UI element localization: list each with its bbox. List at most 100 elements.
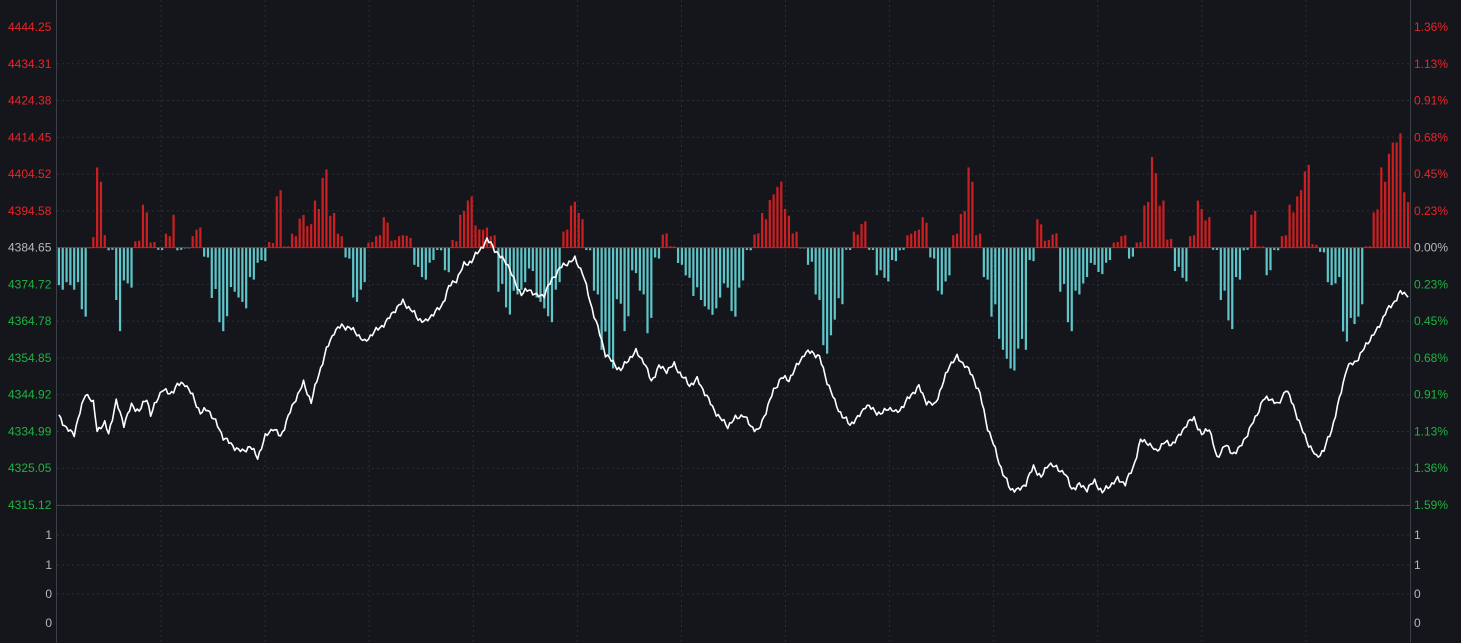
- left-tick-label: 4344.92: [8, 388, 52, 402]
- down-bar: [210, 247, 213, 298]
- up-bar: [271, 243, 275, 248]
- down-bar: [1273, 247, 1276, 251]
- up-bar: [332, 213, 336, 248]
- down-bar: [936, 247, 940, 291]
- down-bar: [948, 247, 951, 276]
- down-bar: [57, 247, 61, 286]
- up-bar: [787, 215, 791, 248]
- up-bar: [96, 167, 99, 248]
- down-bar: [256, 247, 259, 263]
- down-bar: [61, 247, 64, 290]
- up-bar: [791, 233, 794, 248]
- right-tick-label: 1.59%: [1414, 498, 1448, 512]
- up-bar: [470, 196, 473, 248]
- down-bar: [585, 247, 588, 251]
- down-bar: [1212, 247, 1215, 250]
- up-bar: [910, 233, 913, 248]
- down-bar: [359, 247, 362, 290]
- up-bar: [1254, 210, 1257, 248]
- up-bar: [1051, 234, 1054, 248]
- up-bar: [1364, 246, 1368, 248]
- down-bar: [688, 247, 691, 278]
- down-bar: [1020, 247, 1024, 339]
- volume-right-tick-label: 1: [1414, 528, 1421, 542]
- up-bar: [459, 214, 462, 248]
- down-bar: [531, 247, 534, 272]
- up-bar: [306, 226, 309, 248]
- left-tick-label: 4315.12: [8, 498, 52, 512]
- up-bar: [287, 246, 290, 248]
- down-bar: [1101, 247, 1104, 275]
- down-bar: [1066, 247, 1070, 323]
- down-bar: [1269, 247, 1272, 271]
- up-bar: [1315, 244, 1318, 248]
- down-bar: [80, 247, 83, 310]
- down-bar: [428, 247, 431, 263]
- down-bar: [436, 247, 439, 251]
- down-bar: [1223, 247, 1226, 291]
- up-bar: [566, 229, 569, 248]
- up-bar: [367, 242, 370, 248]
- up-bar: [1139, 242, 1142, 248]
- down-bar: [1097, 247, 1100, 272]
- up-bar: [394, 239, 397, 248]
- up-bar: [1147, 201, 1150, 248]
- down-bar: [206, 247, 210, 258]
- up-bar: [562, 231, 565, 248]
- down-bar: [1013, 247, 1016, 371]
- up-bar: [921, 217, 924, 248]
- down-bar: [841, 247, 844, 305]
- up-bar: [313, 200, 317, 248]
- up-bar: [577, 213, 580, 248]
- down-bar: [118, 247, 122, 332]
- down-bar: [222, 247, 225, 332]
- down-bar: [1032, 247, 1035, 262]
- up-bar: [153, 242, 156, 248]
- down-bar: [1319, 247, 1322, 252]
- down-bar: [822, 247, 825, 346]
- up-bar: [925, 222, 928, 248]
- down-bar: [558, 247, 561, 283]
- up-bar: [1307, 164, 1310, 248]
- down-bar: [1001, 247, 1005, 350]
- down-bar: [1345, 247, 1349, 342]
- up-bar: [906, 235, 909, 248]
- up-bar: [92, 237, 95, 248]
- down-bar: [1089, 247, 1092, 263]
- up-bar: [856, 234, 859, 248]
- up-bar: [569, 205, 573, 248]
- down-bar: [676, 247, 680, 263]
- grid-layer: [56, 0, 1411, 643]
- down-bar: [1082, 247, 1085, 284]
- up-bar: [378, 235, 382, 248]
- down-bar: [982, 247, 985, 278]
- down-bar: [1131, 247, 1135, 257]
- down-bar: [696, 247, 699, 288]
- down-bar: [524, 247, 527, 283]
- up-bar: [138, 240, 141, 248]
- down-bar: [875, 247, 878, 276]
- up-bar: [955, 233, 959, 248]
- up-bar: [971, 181, 974, 248]
- down-bar: [719, 247, 722, 298]
- down-bar: [730, 247, 733, 312]
- up-bar: [1284, 235, 1287, 248]
- left-tick-label: 4424.38: [8, 94, 52, 108]
- right-tick-label: 0.23%: [1414, 277, 1448, 291]
- down-bar: [1219, 247, 1222, 301]
- down-bar: [424, 247, 427, 280]
- down-bar: [355, 247, 359, 302]
- up-bar: [1296, 196, 1299, 248]
- up-bar: [298, 218, 301, 248]
- left-tick-label: 4334.99: [8, 424, 52, 438]
- down-bar: [233, 247, 236, 292]
- up-bar: [1120, 236, 1123, 248]
- down-bar: [126, 247, 129, 284]
- down-bar: [998, 247, 1001, 339]
- down-bar: [1342, 247, 1345, 332]
- up-bar: [1380, 167, 1383, 248]
- down-bar: [734, 247, 737, 317]
- down-bar: [1326, 247, 1329, 283]
- down-bar: [608, 247, 611, 356]
- down-bar: [1074, 247, 1077, 291]
